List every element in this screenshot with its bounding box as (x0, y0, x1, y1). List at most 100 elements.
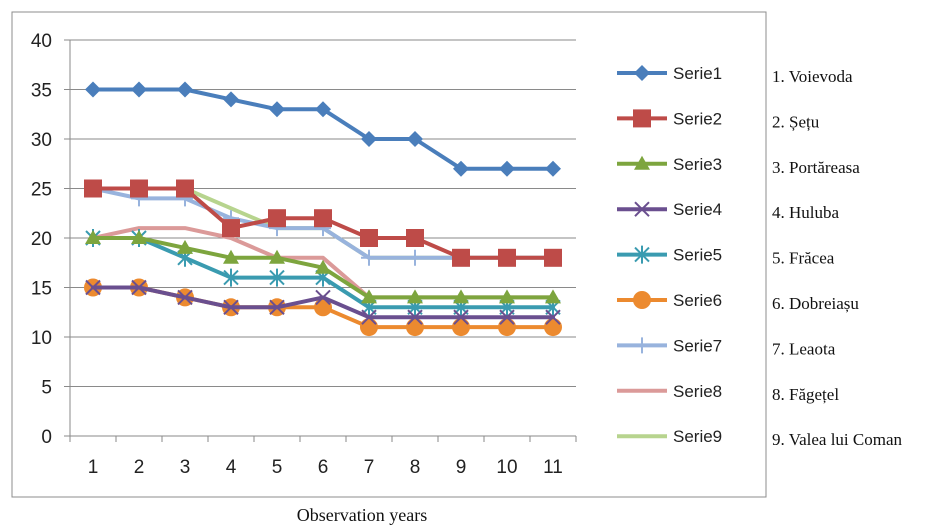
data-point (315, 101, 331, 118)
data-point (84, 179, 102, 198)
data-point (223, 91, 239, 108)
y-tick-labels: 0 5 10 15 20 25 30 35 40 (31, 31, 52, 448)
data-point (131, 81, 147, 98)
data-point (222, 219, 240, 238)
station-label: 8. Făgețel (772, 385, 839, 404)
station-label: 7. Leaota (772, 339, 836, 358)
legend-item: Serie5 (617, 245, 722, 265)
x-tick-label: 11 (543, 457, 563, 478)
legend-label: Serie6 (673, 291, 722, 310)
y-tick-label: 15 (31, 279, 52, 300)
legend-label: Serie2 (673, 109, 722, 128)
data-point (360, 318, 378, 337)
x-tick-label: 2 (134, 457, 145, 478)
data-point (223, 268, 239, 287)
y-tick-label: 35 (31, 81, 52, 102)
legend-item: Serie8 (617, 382, 722, 401)
data-point (545, 289, 561, 304)
axes (64, 39, 577, 442)
data-point (634, 337, 650, 354)
y-tick-label: 40 (31, 31, 52, 52)
legend-label: Serie7 (673, 336, 722, 355)
x-tick-label: 3 (180, 457, 191, 478)
legend-item: Serie9 (617, 427, 722, 446)
series-serie3 (85, 230, 561, 304)
data-point (314, 209, 332, 228)
legend-item: Serie6 (617, 291, 722, 310)
y-tick-label: 25 (31, 180, 52, 201)
x-tick-label: 1 (88, 457, 99, 478)
data-point (634, 201, 650, 217)
data-point (361, 131, 377, 147)
data-point (453, 160, 469, 177)
data-point (452, 318, 470, 337)
legend-item: Serie4 (617, 200, 722, 219)
legend-item: Serie1 (617, 64, 722, 83)
data-point (545, 160, 561, 177)
series-serie2 (84, 179, 562, 267)
station-label: 5. Frăcea (772, 249, 835, 268)
data-point (130, 179, 148, 198)
data-point (634, 245, 650, 264)
legend-item: Serie7 (617, 336, 722, 355)
legend-label: Serie9 (673, 427, 722, 446)
data-point (406, 229, 424, 247)
data-point (85, 81, 101, 98)
y-tick-label: 5 (41, 378, 52, 399)
legend-label: Serie3 (673, 155, 722, 174)
data-point (315, 259, 331, 274)
data-point (361, 309, 377, 325)
data-point (498, 248, 516, 267)
data-point (360, 229, 378, 247)
data-point (177, 289, 193, 306)
data-point (544, 248, 562, 267)
station-label: 4. Huluba (772, 203, 840, 222)
data-point (85, 230, 101, 244)
data-point (499, 160, 515, 177)
station-label: 9. Valea lui Coman (772, 430, 902, 449)
station-label: 2. Șețu (772, 112, 820, 131)
data-point (452, 248, 470, 267)
data-point (453, 309, 469, 325)
y-tick-label: 10 (31, 328, 52, 349)
legend-label: Serie8 (673, 382, 722, 401)
legend-label: Serie5 (673, 246, 722, 265)
y-tick-label: 20 (31, 229, 52, 250)
data-point (269, 268, 285, 287)
data-point (223, 249, 239, 264)
data-point (545, 309, 561, 325)
data-point (269, 249, 285, 264)
data-point (407, 309, 423, 325)
station-label: 3. Portăreasa (772, 158, 860, 177)
data-point (499, 289, 515, 304)
data-point (544, 318, 562, 337)
station-labels: 1. Voievoda 2. Șețu 3. Portăreasa 4. Huluba… (772, 67, 902, 449)
data-point (407, 131, 423, 147)
y-tick-label: 30 (31, 130, 52, 151)
data-point (131, 279, 147, 296)
legend-label: Serie1 (673, 64, 722, 83)
data-point (177, 239, 193, 254)
data-point (633, 291, 651, 309)
x-axis-label: Observation years (297, 505, 427, 525)
series-lines (84, 81, 562, 337)
data-point (407, 249, 423, 266)
data-point (223, 299, 239, 316)
x-tick-label: 9 (456, 457, 467, 478)
data-point (407, 289, 423, 304)
x-tick-label: 6 (318, 457, 329, 478)
x-tick-label: 8 (410, 457, 421, 478)
data-point (361, 249, 377, 266)
data-point (177, 81, 193, 98)
station-label: 1. Voievoda (772, 67, 853, 86)
series-serie1 (85, 81, 561, 177)
x-tick-label: 7 (364, 457, 375, 478)
legend-item: Serie3 (617, 155, 722, 174)
y-tick-label: 0 (41, 427, 52, 448)
x-tick-label: 5 (272, 457, 283, 478)
station-label: 6. Dobreiașu (772, 294, 859, 313)
data-point (315, 289, 331, 306)
data-point (361, 289, 377, 304)
data-point (269, 299, 285, 316)
